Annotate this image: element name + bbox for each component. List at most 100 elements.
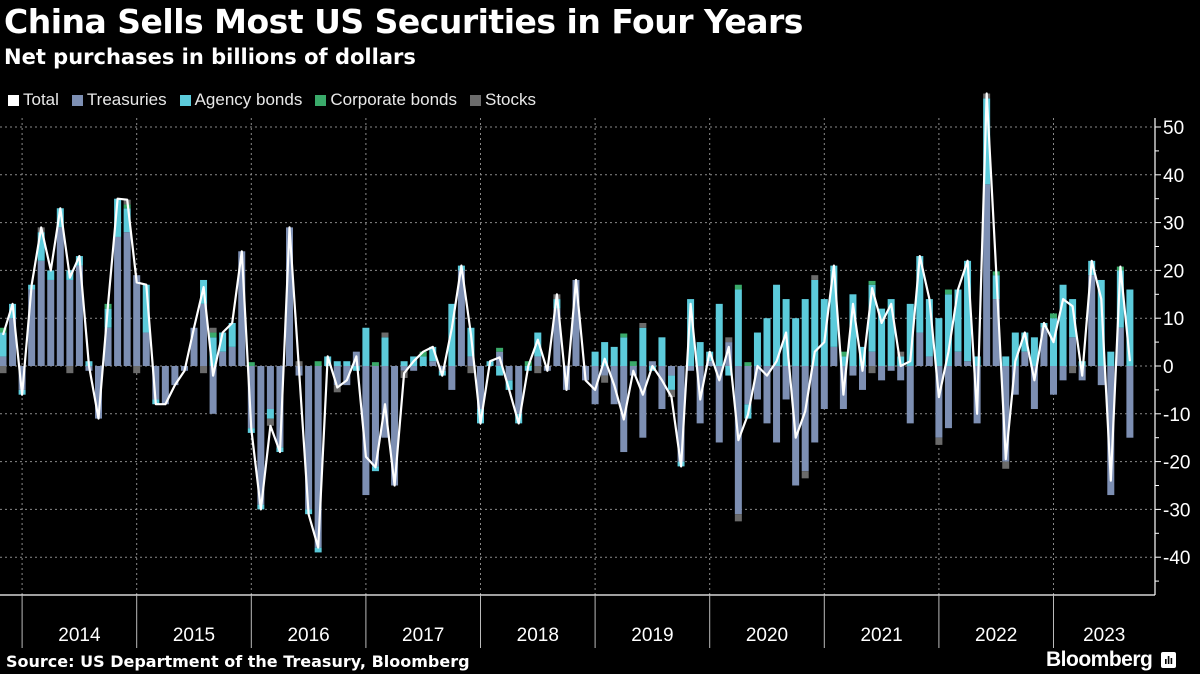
bar-stocks: [1069, 366, 1077, 374]
bar-agency-bonds: [114, 198, 122, 237]
bar-agency-bonds: [1011, 332, 1019, 366]
bar-corporate-bonds: [620, 333, 628, 338]
bar-treasuries: [954, 351, 962, 366]
legend-item-stocks: Stocks: [469, 90, 537, 110]
bar-treasuries: [849, 366, 857, 376]
bar-treasuries: [381, 366, 389, 438]
bar-treasuries: [9, 318, 17, 366]
bar-treasuries: [515, 366, 523, 414]
bar-stocks: [725, 337, 733, 343]
legend-label: Stocks: [484, 90, 537, 109]
bar-agency-bonds: [534, 332, 542, 357]
bar-treasuries: [859, 366, 866, 390]
bar-treasuries: [371, 366, 379, 467]
bar-agency-bonds: [1059, 284, 1067, 366]
bar-agency-bonds: [1097, 279, 1105, 366]
bar-treasuries: [467, 356, 475, 366]
x-tick-label-2019: 2019: [631, 625, 673, 646]
bar-treasuries: [1030, 366, 1038, 410]
bar-agency-bonds: [1126, 289, 1134, 366]
bar-treasuries: [314, 366, 322, 548]
bar-treasuries: [95, 366, 102, 419]
bar-treasuries: [887, 366, 895, 371]
bar-treasuries: [925, 356, 933, 366]
bar-agency-bonds: [820, 299, 828, 366]
bar-treasuries: [410, 366, 418, 371]
bar-corporate-bonds: [868, 280, 876, 285]
bar-treasuries: [104, 327, 112, 366]
bar-treasuries: [964, 361, 972, 366]
bar-stocks: [868, 366, 876, 374]
bar-treasuries: [1097, 366, 1105, 386]
bar-treasuries: [897, 366, 905, 381]
bar-treasuries: [1107, 366, 1115, 496]
bar-treasuries: [47, 279, 55, 366]
bar-agency-bonds: [601, 342, 609, 366]
bar-corporate-bonds: [209, 332, 217, 338]
bar-stocks: [467, 366, 475, 374]
bar-corporate-bonds: [629, 361, 637, 366]
bar-treasuries: [811, 366, 819, 443]
bar-agency-bonds: [1107, 351, 1115, 366]
bar-agency-bonds: [123, 208, 131, 233]
bar-agency-bonds: [734, 289, 742, 366]
bar-agency-bonds: [47, 270, 55, 280]
bar-treasuries: [477, 366, 484, 410]
axes: 50 40 30 20 10 0 -10 -20 -30 -40 2014 2015 2016 2017 2…: [0, 118, 1190, 648]
bar-stocks: [897, 351, 905, 357]
bar-agency-bonds: [925, 299, 933, 357]
bar-agency-bonds: [496, 366, 504, 376]
chart-subtitle: Net purchases in billions of dollars: [4, 45, 416, 69]
bar-treasuries: [878, 366, 886, 381]
bar-corporate-bonds: [839, 351, 847, 357]
bar-treasuries: [133, 275, 141, 366]
bar-agency-bonds: [419, 356, 427, 366]
x-tick-label-2017: 2017: [402, 625, 444, 646]
x-tick-label-2020: 2020: [746, 625, 788, 646]
bar-treasuries: [448, 366, 456, 390]
y-tick-label: 20: [1163, 261, 1184, 282]
bar-treasuries: [333, 366, 341, 386]
bar-treasuries: [305, 366, 313, 510]
bar-treasuries: [362, 366, 370, 496]
bar-stocks: [381, 332, 389, 338]
bar-agency-bonds: [944, 294, 952, 366]
bar-agency-bonds: [610, 346, 618, 366]
bar-treasuries: [247, 366, 255, 429]
bar-treasuries: [572, 279, 580, 366]
bar-treasuries: [266, 366, 274, 410]
x-tick-label-2015: 2015: [173, 625, 215, 646]
bar-agency-bonds: [773, 284, 781, 366]
bar-agency-bonds: [314, 547, 322, 553]
bar-treasuries: [992, 299, 1000, 366]
bar-agency-bonds: [1002, 356, 1010, 366]
bar-agency-bonds: [973, 356, 981, 366]
bar-stocks: [66, 366, 74, 374]
bar-treasuries: [744, 366, 752, 405]
bar-agency-bonds: [591, 351, 599, 366]
legend-label: Agency bonds: [194, 90, 303, 109]
bloomberg-chart-icon: [1161, 652, 1177, 668]
bar-stocks: [639, 322, 647, 328]
bar-treasuries: [591, 366, 599, 405]
bar-treasuries: [161, 366, 169, 405]
bar-treasuries: [209, 366, 217, 414]
bar-agency-bonds: [753, 332, 761, 366]
bar-agency-bonds: [906, 303, 914, 366]
bar-agency-bonds: [400, 361, 408, 366]
x-tick-label-2014: 2014: [58, 625, 101, 646]
bar-agency-bonds: [658, 337, 666, 366]
bar-agency-bonds: [868, 284, 876, 352]
stocks-swatch-icon: [469, 94, 481, 106]
chart-title: China Sells Most US Securities in Four Y…: [4, 2, 803, 41]
y-tick-label: 50: [1163, 118, 1184, 139]
bar-agency-bonds: [916, 256, 924, 333]
bar-agency-bonds: [1030, 337, 1038, 366]
bar-corporate-bonds: [314, 361, 322, 366]
bar-corporate-bonds: [496, 347, 504, 352]
bar-treasuries: [28, 289, 36, 366]
bar-agency-bonds: [0, 332, 7, 357]
bar-treasuries: [1126, 366, 1134, 438]
bar-stocks: [333, 385, 341, 393]
